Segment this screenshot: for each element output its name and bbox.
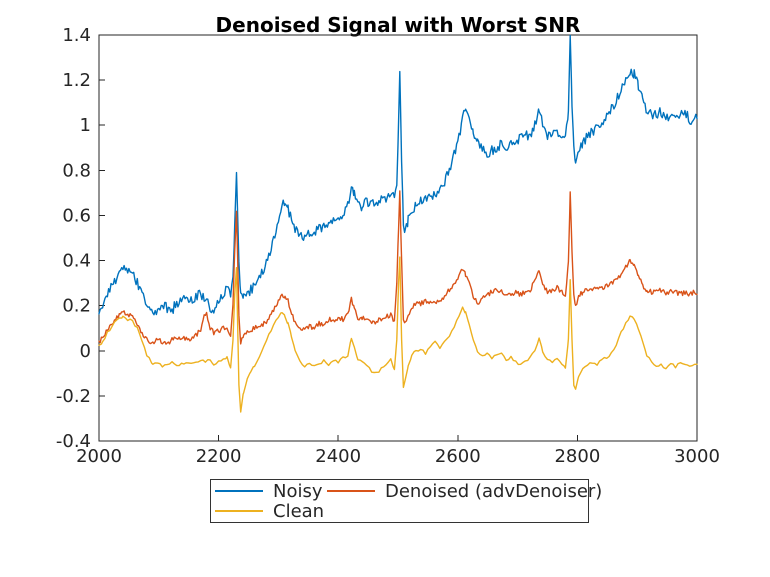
y-tick-label: 0.2 (62, 296, 91, 317)
y-tick-label: 0 (80, 341, 91, 362)
y-tick-label: 0.8 (62, 160, 91, 181)
legend-item-clean: Clean (215, 502, 327, 521)
y-tick-label: 1.2 (62, 70, 91, 91)
y-tick-label: 0.6 (62, 205, 91, 226)
x-tick-label: 3000 (674, 446, 720, 467)
x-tick-label: 2400 (315, 446, 361, 467)
legend-line-sample-denoised (327, 490, 375, 492)
legend-item-noisy: Noisy (215, 482, 327, 501)
x-tick-label: 2000 (76, 446, 122, 467)
legend-label-noisy: Noisy (273, 480, 323, 502)
series-line-denoised-advdenoiser (98, 190, 698, 345)
y-tick-label: 0.4 (62, 251, 91, 272)
series-line-clean (98, 256, 698, 413)
legend: Noisy Denoised (advDenoiser) Clean (210, 479, 602, 523)
x-tick-label: 2800 (554, 446, 600, 467)
legend-label-denoised: Denoised (advDenoiser) (385, 480, 603, 502)
series-line-noisy (98, 34, 698, 316)
legend-label-clean: Clean (273, 500, 325, 522)
y-tick-label: 1 (80, 115, 91, 136)
y-tick-label: 1.4 (62, 25, 91, 46)
legend-line-sample-clean (215, 510, 263, 512)
x-tick-label: 2600 (435, 446, 481, 467)
y-tick-label: -0.4 (56, 431, 91, 452)
legend-line-sample-noisy (215, 490, 263, 492)
axis-box (98, 34, 698, 442)
x-tick-label: 2200 (196, 446, 242, 467)
legend-item-denoised: Denoised (advDenoiser) (327, 482, 602, 501)
chart-title: Denoised Signal with Worst SNR (215, 13, 581, 37)
y-tick-label: -0.2 (56, 386, 91, 407)
